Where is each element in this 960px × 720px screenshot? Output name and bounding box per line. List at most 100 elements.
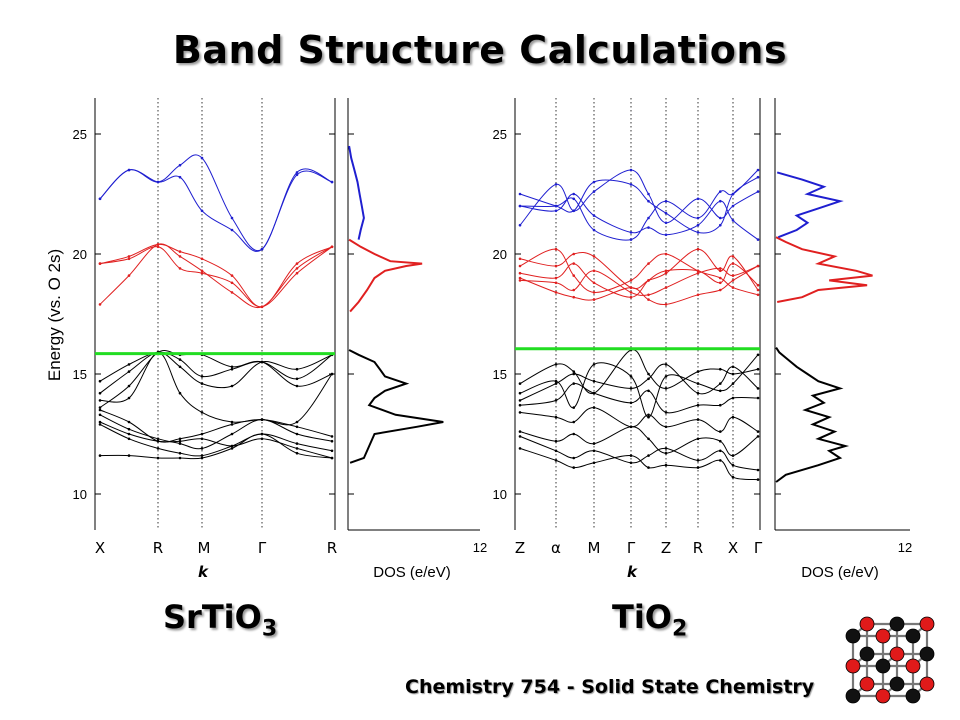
band-point bbox=[696, 382, 700, 385]
k-point-label: R bbox=[693, 539, 703, 557]
band-point bbox=[592, 298, 596, 301]
band-point bbox=[572, 456, 576, 460]
band-point bbox=[756, 396, 760, 400]
band-point bbox=[592, 449, 596, 453]
band-point bbox=[554, 449, 558, 453]
band-point bbox=[592, 442, 596, 445]
band-point bbox=[295, 447, 299, 450]
band-point bbox=[98, 454, 102, 457]
energy-ylabel: Energy (vs. O 2s) bbox=[45, 249, 64, 381]
k-point-label: Γ bbox=[627, 539, 636, 557]
band-point bbox=[731, 396, 735, 400]
band-point bbox=[756, 190, 760, 193]
band-point bbox=[230, 444, 234, 448]
band-point bbox=[696, 466, 700, 469]
dos-xlabel: DOS (e/eV) bbox=[373, 564, 451, 581]
band-point bbox=[756, 367, 760, 371]
band-point bbox=[696, 370, 700, 373]
band-point bbox=[178, 456, 182, 460]
band-point bbox=[756, 387, 760, 390]
band-point bbox=[718, 281, 722, 285]
band-point bbox=[230, 432, 234, 436]
dos-curve-valence bbox=[348, 349, 444, 464]
k-point-label: Γ bbox=[258, 539, 267, 557]
band-point bbox=[647, 279, 650, 282]
band-point bbox=[200, 411, 204, 414]
band-point bbox=[647, 298, 650, 301]
band-point bbox=[200, 456, 204, 460]
band-point bbox=[756, 288, 760, 292]
band-point bbox=[330, 439, 334, 443]
band-point bbox=[554, 264, 558, 268]
band-point bbox=[592, 255, 596, 258]
crystal-atom bbox=[859, 676, 875, 692]
k-point-label: R bbox=[327, 539, 337, 557]
band-point bbox=[647, 413, 650, 417]
formula-tio2-sub: 2 bbox=[672, 616, 688, 642]
band-ytick-label: 20 bbox=[493, 247, 507, 262]
band-point bbox=[554, 382, 558, 385]
band-point bbox=[200, 209, 204, 213]
band-point bbox=[98, 413, 102, 417]
band-point bbox=[230, 367, 234, 371]
band-point bbox=[756, 293, 760, 297]
formula-tio2: TiO2 bbox=[612, 598, 687, 641]
band-point bbox=[156, 180, 160, 184]
band-point bbox=[664, 233, 668, 237]
band-point bbox=[647, 262, 650, 265]
band-point bbox=[260, 437, 264, 441]
band-point bbox=[178, 451, 182, 455]
band-point bbox=[756, 283, 760, 287]
band-point bbox=[156, 437, 160, 441]
band-point bbox=[295, 377, 299, 381]
crystal-atom bbox=[859, 616, 875, 632]
k-point-label: X bbox=[95, 539, 105, 557]
band-point bbox=[718, 459, 722, 462]
band-point bbox=[518, 399, 522, 402]
band-point bbox=[731, 454, 735, 457]
band-point bbox=[127, 274, 131, 277]
band-point bbox=[592, 269, 596, 273]
k-point-label: α bbox=[551, 539, 561, 557]
band-point bbox=[200, 375, 204, 378]
crystal-atom bbox=[905, 628, 921, 644]
band-point bbox=[592, 228, 596, 232]
band-point bbox=[230, 447, 234, 450]
band-point bbox=[295, 171, 299, 174]
band-point bbox=[664, 447, 668, 450]
formula-srtio3-base: SrTiO bbox=[163, 598, 262, 636]
band-point bbox=[156, 439, 160, 443]
band-point bbox=[731, 192, 735, 196]
band-point bbox=[592, 281, 596, 285]
band-point bbox=[518, 192, 522, 196]
band-point bbox=[98, 420, 102, 424]
band-point bbox=[731, 204, 735, 208]
band-point bbox=[178, 439, 182, 443]
band-point bbox=[731, 365, 735, 369]
band-point bbox=[295, 432, 299, 436]
dos-curve-conduction_high bbox=[348, 145, 365, 240]
band-point bbox=[260, 247, 264, 251]
band-point bbox=[518, 430, 522, 433]
band-point bbox=[718, 269, 722, 273]
band-point bbox=[178, 365, 182, 369]
band-point bbox=[696, 271, 700, 275]
band-point bbox=[696, 216, 700, 220]
crystal-atom bbox=[905, 658, 921, 674]
band-line-valence bbox=[99, 351, 333, 426]
band-point bbox=[731, 372, 735, 376]
band-point bbox=[200, 454, 204, 457]
band-point bbox=[592, 190, 596, 193]
band-ytick-label: 25 bbox=[493, 127, 507, 142]
k-point-label: Z bbox=[661, 539, 671, 557]
band-point bbox=[295, 173, 299, 177]
band-point bbox=[572, 197, 576, 201]
band-point bbox=[554, 276, 558, 280]
band-point bbox=[178, 175, 182, 179]
band-point bbox=[98, 399, 102, 402]
band-point bbox=[554, 183, 558, 186]
band-point bbox=[330, 456, 334, 460]
band-point bbox=[554, 363, 558, 366]
band-point bbox=[696, 293, 700, 297]
band-point bbox=[518, 447, 522, 450]
